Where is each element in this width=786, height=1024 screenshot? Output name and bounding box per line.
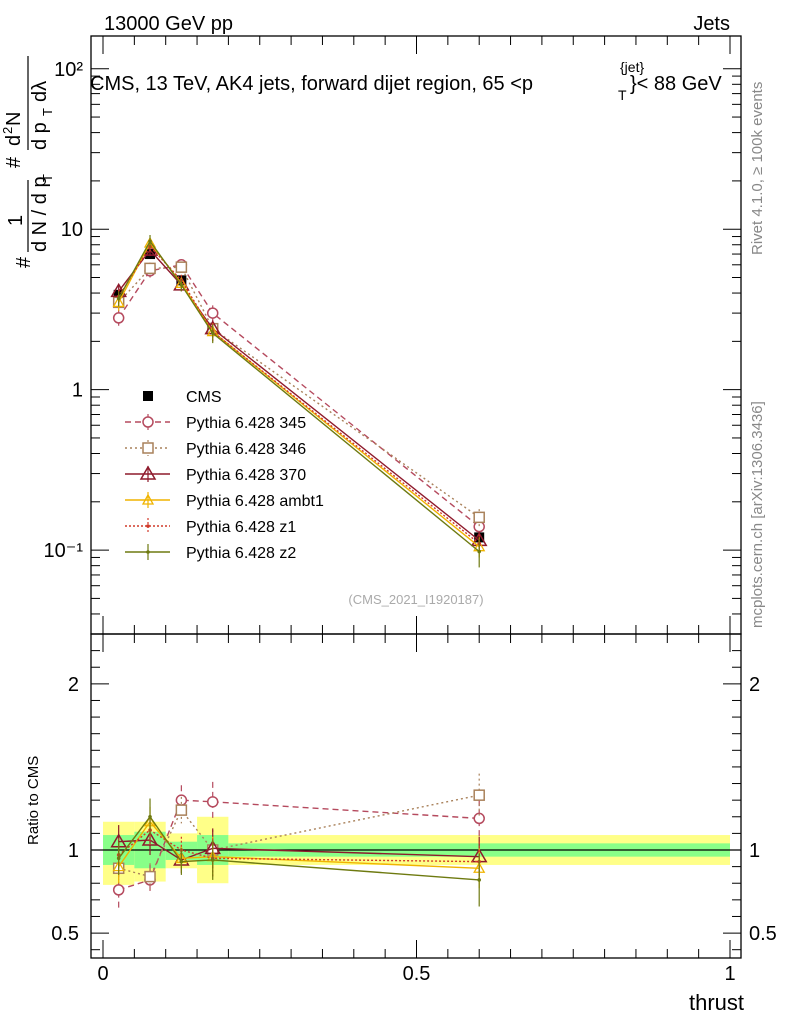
ylabel-num-d: d [3, 135, 25, 146]
ratio-point-z2 [179, 859, 184, 864]
legend-marker-ambt1 [141, 493, 155, 505]
title-sub: T [618, 87, 627, 103]
rivet-label: Rivet 4.1.0, ≥ 100k events [749, 82, 766, 255]
main-point-p345 [112, 312, 125, 324]
main-ytick-label: 1 [72, 380, 83, 402]
main-ytick-label: 10² [54, 59, 83, 81]
ratio-frame [90, 633, 742, 959]
mcplots-label: mcplots.cern.ch [arXiv:1306.3436] [749, 401, 766, 628]
ylabel-den2-sub: T [40, 108, 55, 116]
title-main: CMS, 13 TeV, AK4 jets, forward dijet reg… [90, 73, 533, 95]
ratio-point-z2 [477, 878, 482, 882]
ratio-ytick-label-left: 0.5 [51, 923, 79, 945]
main-plot-area: 10² 10 1 10⁻¹ [44, 35, 742, 635]
ratio-point-z2 [148, 814, 152, 819]
ratio-point-p345 [206, 796, 219, 808]
main-point-z2 [179, 283, 184, 287]
plot-title: CMS, 13 TeV, AK4 jets, forward dijet reg… [90, 59, 722, 103]
ratio-ytick-label-left: 1 [68, 840, 79, 862]
legend-label-ambt1: Pythia 6.428 ambt1 [186, 493, 324, 510]
ratio-y-label: Ratio to CMS [25, 756, 42, 845]
legend-label-p345: Pythia 6.428 345 [186, 415, 306, 432]
ylabel-den2a: d p [29, 122, 51, 150]
watermark: (CMS_2021_I1920187) [348, 592, 483, 607]
ratio-point-p346 [175, 804, 188, 816]
ylabel-hash2: # [3, 156, 25, 168]
legend-label-z2: Pythia 6.428 z2 [186, 545, 296, 562]
legend-marker-z1 [146, 524, 150, 528]
ratio-xtick-label: 0.5 [403, 963, 431, 985]
ylabel-hash1: # [13, 256, 35, 268]
ylabel-num-sup: 2 [0, 127, 15, 134]
legend-label-p370: Pythia 6.428 370 [186, 467, 306, 484]
title-sup: {jet} [620, 59, 644, 75]
ratio-point-p346 [473, 789, 485, 801]
ratio-point-z2 [210, 858, 215, 862]
legend-marker-p370 [139, 465, 157, 480]
ylabel-denominator-1: d N / d p [29, 176, 51, 252]
ylabel-one: 1 [5, 215, 27, 226]
legend-marker-z2 [146, 550, 150, 554]
ratio-ytick-label-left: 2 [68, 674, 79, 696]
ratio-xtick-label: 1 [724, 963, 735, 985]
legend-label-p346: Pythia 6.428 346 [186, 441, 306, 458]
main-series-line-p345 [118, 264, 480, 528]
ratio-plot-area: 0 0.5 1 0.5 0.5 1 1 2 2 [51, 633, 777, 985]
main-series-line-p346 [118, 266, 480, 518]
main-ytick-label: 10 [61, 219, 83, 241]
ratio-point-p345 [473, 812, 485, 825]
main-point-z2 [116, 296, 121, 301]
legend-marker-cms [143, 391, 153, 401]
legend-marker-p345 [142, 416, 154, 428]
legend: CMS Pythia 6.428 345 Pythia 6.428 346 Pythi… [125, 389, 324, 562]
legend-marker-p346 [142, 442, 154, 454]
main-ytick-label: 10⁻¹ [44, 540, 84, 562]
main-y-label: # 1 d N / d p T # d 2 N d p T dλ [0, 56, 55, 268]
legend-label-z1: Pythia 6.428 z1 [186, 519, 296, 536]
ratio-point-p346 [144, 870, 156, 883]
ratio-ytick-label-right: 1 [749, 840, 760, 862]
ylabel-den-sub: T [40, 174, 55, 182]
main-point-p345 [206, 307, 219, 319]
ratio-point-p345 [112, 884, 125, 896]
ylabel-num-N: N [3, 112, 25, 126]
header-right: Jets [693, 13, 730, 35]
ylabel-den2b: dλ [29, 81, 51, 102]
ratio-ytick-label-right: 0.5 [749, 923, 777, 945]
main-point-z2 [148, 239, 152, 244]
ratio-point-z2 [116, 856, 121, 861]
header-left: 13000 GeV pp [104, 13, 233, 35]
x-axis-label: thrust [689, 990, 744, 1015]
main-point-p346 [473, 511, 485, 524]
ratio-xtick-label: 0 [97, 963, 108, 985]
ratio-point-p370 [141, 831, 159, 846]
legend-label-cms: CMS [186, 389, 222, 406]
ratio-ytick-label-right: 2 [749, 674, 760, 696]
ratio-series-line-p345 [118, 799, 480, 891]
title-tail: }< 88 GeV [630, 73, 722, 95]
main-point-z2 [210, 331, 215, 335]
main-point-p346 [175, 261, 188, 273]
main-point-p346 [144, 262, 156, 275]
main-point-z2 [477, 549, 482, 554]
